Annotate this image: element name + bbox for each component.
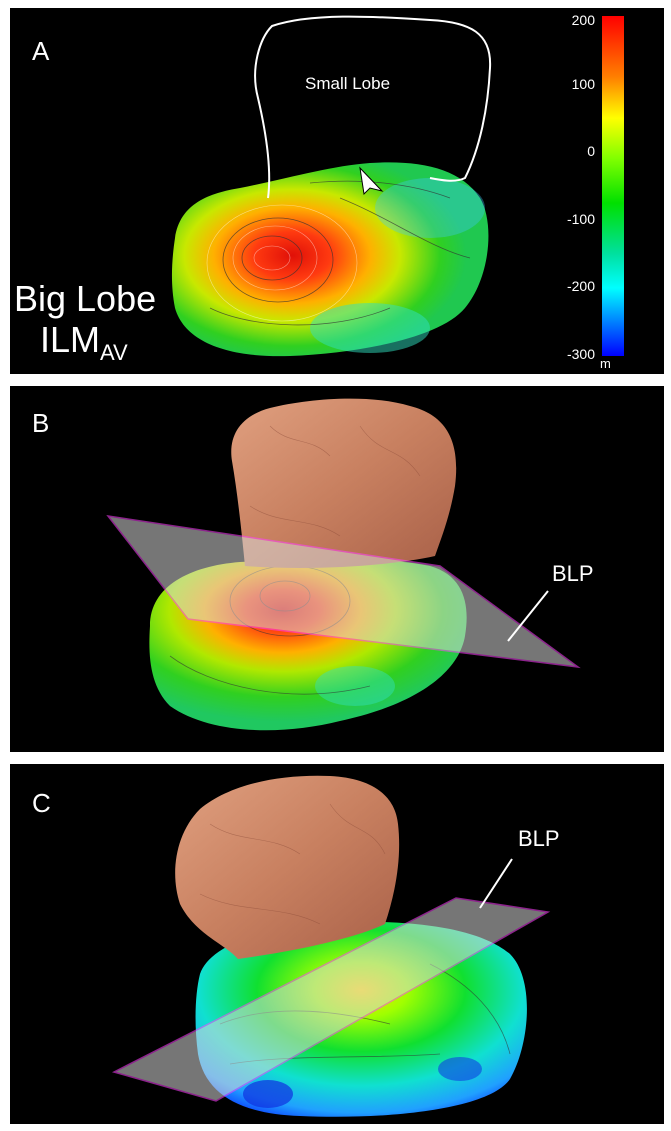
colorbar-tick: 0 bbox=[587, 143, 595, 159]
big-lobe-label: Big Lobe bbox=[14, 278, 157, 319]
colorbar-tick: 200 bbox=[571, 12, 595, 28]
blp-label: BLP bbox=[552, 561, 594, 586]
small-lobe-body bbox=[175, 775, 400, 959]
big-lobe-surface bbox=[171, 162, 489, 357]
colorbar-gradient bbox=[602, 16, 624, 356]
colorbar-tick: -100 bbox=[566, 211, 595, 227]
colorbar-unit: m bbox=[600, 356, 611, 371]
panel-c-graphic bbox=[111, 775, 551, 1117]
blp-pointer bbox=[507, 590, 549, 642]
panel-label: C bbox=[32, 788, 51, 818]
panel-label: B bbox=[32, 408, 50, 438]
small-lobe-outline bbox=[254, 15, 492, 199]
blp-pointer bbox=[479, 858, 513, 909]
blp-label: BLP bbox=[518, 826, 560, 851]
panel-label: A bbox=[32, 36, 50, 66]
panel-a: A Small Lobe Big Lobe ILMAV 200 100 0 -1… bbox=[10, 8, 664, 374]
blp-plane bbox=[106, 514, 581, 669]
ilm-label: ILMAV bbox=[40, 320, 128, 373]
ilm-main: ILM bbox=[40, 319, 101, 360]
panel-b: B BLP bbox=[10, 386, 664, 752]
colorbar-tick: -300 bbox=[566, 346, 595, 362]
small-lobe-label: Small Lobe bbox=[305, 74, 391, 93]
colorbar-tick: -200 bbox=[566, 278, 595, 294]
panel-a-graphic bbox=[171, 15, 624, 357]
colorbar-tick: 100 bbox=[571, 76, 595, 92]
arrow-icon bbox=[359, 166, 384, 196]
panel-b-graphic bbox=[106, 398, 581, 731]
small-lobe-body bbox=[231, 398, 457, 568]
ilm-subscript: AV bbox=[100, 340, 128, 366]
blp-plane bbox=[111, 897, 551, 1102]
panel-c: C BLP bbox=[10, 764, 664, 1124]
